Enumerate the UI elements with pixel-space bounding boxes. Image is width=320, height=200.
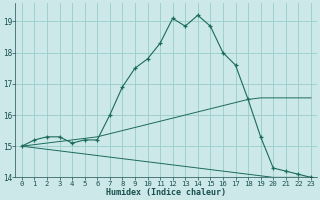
X-axis label: Humidex (Indice chaleur): Humidex (Indice chaleur): [106, 188, 226, 197]
